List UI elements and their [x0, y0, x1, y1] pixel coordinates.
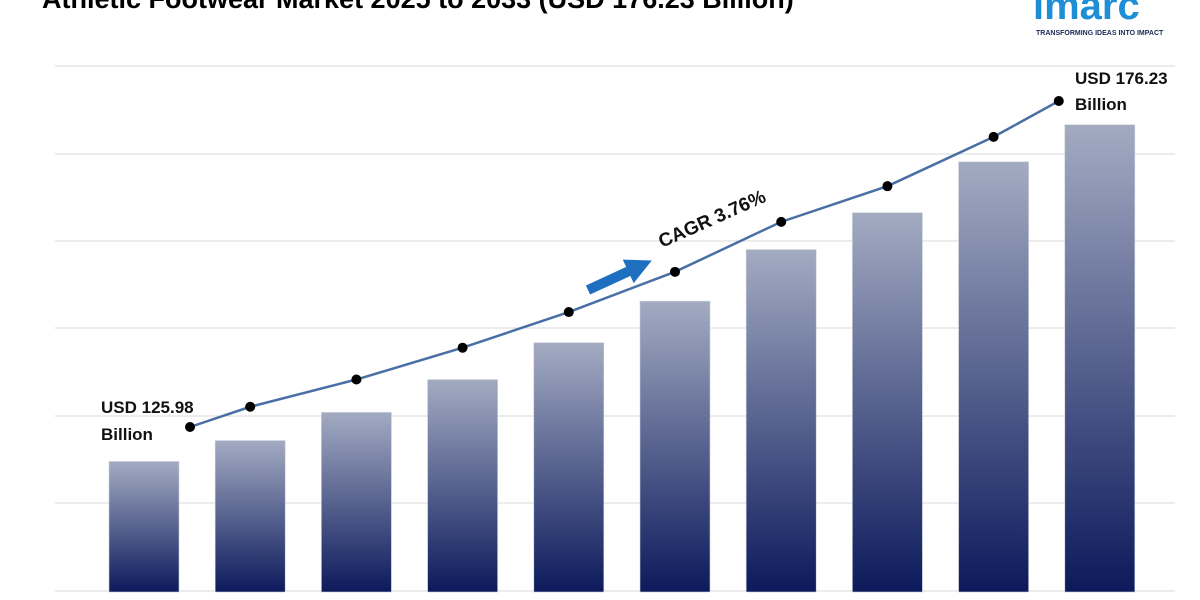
end-label: Billion: [1075, 95, 1127, 114]
trend-point: [1053, 96, 1064, 106]
trend-point: [882, 181, 893, 192]
bar: [427, 379, 498, 593]
trend: [185, 96, 1064, 432]
bar: [533, 342, 605, 593]
bar: [1064, 124, 1136, 593]
end-label: USD 176.23: [1075, 69, 1168, 88]
trend-point: [670, 266, 680, 277]
trend-point: [245, 401, 256, 412]
trend-point: [457, 342, 468, 353]
cagr-arrow: [585, 259, 652, 295]
cagr-label: CAGR 3.76%: [655, 187, 769, 253]
trend-point: [776, 216, 787, 227]
bar: [958, 161, 1029, 593]
bar: [745, 249, 817, 593]
bars: [108, 124, 1136, 593]
trend-point: [563, 307, 574, 318]
logo: imarc: [1033, 0, 1140, 28]
bar: [214, 440, 286, 593]
logo-tagline: TRANSFORMING IDEAS INTO IMPACT: [1036, 30, 1164, 37]
chart-title: Athletic Footwear Market 2025 to 2033 (U…: [42, 0, 794, 14]
bar: [852, 212, 923, 593]
bar: [108, 461, 180, 593]
trend-point: [185, 422, 195, 432]
trend-line: [189, 99, 1060, 429]
trend-point: [351, 374, 362, 385]
bar: [321, 412, 392, 593]
trend-point: [988, 131, 999, 142]
start-label: Billion: [101, 425, 153, 444]
start-label: USD 125.98: [101, 398, 194, 417]
bar: [639, 300, 711, 593]
